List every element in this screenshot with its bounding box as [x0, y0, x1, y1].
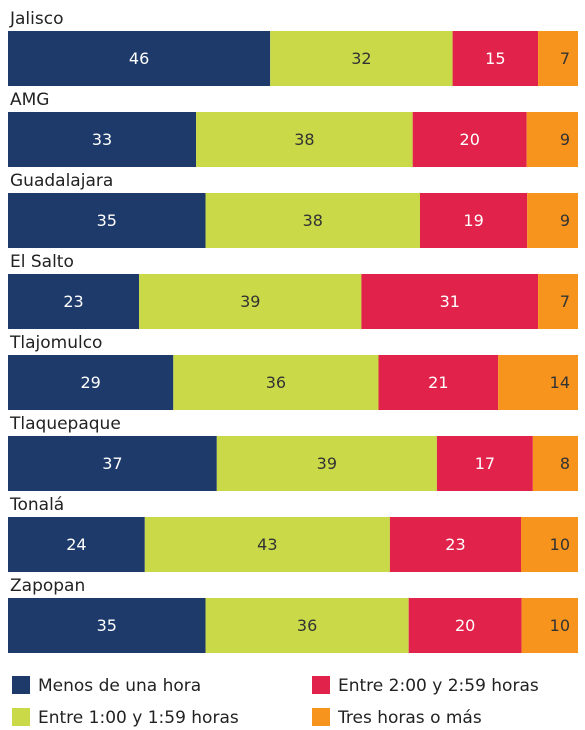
- legend-swatch: [12, 708, 30, 726]
- value-label: 31: [440, 292, 460, 311]
- value-label: 17: [475, 454, 495, 473]
- legend-swatch: [312, 676, 330, 694]
- bar-segment: [526, 112, 578, 167]
- bar-segment: [173, 355, 379, 410]
- legend-label: Entre 2:00 y 2:59 horas: [338, 676, 539, 696]
- bar-segment: [196, 112, 413, 167]
- bar-segment: [8, 517, 145, 572]
- bar-segment: [8, 193, 206, 248]
- category-label: AMG: [10, 90, 49, 110]
- value-label: 9: [560, 211, 570, 230]
- value-label: 9: [560, 130, 570, 149]
- legend-label: Tres horas o más: [337, 708, 482, 728]
- bar-segment: [8, 598, 206, 653]
- bar-segment: [361, 274, 539, 329]
- legend-label: Menos de una hora: [38, 676, 201, 696]
- value-label: 38: [303, 211, 323, 230]
- bar-segment: [527, 193, 578, 248]
- value-label: 19: [463, 211, 483, 230]
- category-label: El Salto: [10, 252, 74, 272]
- bar-segment: [378, 355, 499, 410]
- legend-swatch: [312, 708, 330, 726]
- value-label: 23: [63, 292, 83, 311]
- value-label: 33: [92, 130, 112, 149]
- bar-segment: [408, 598, 522, 653]
- bar-segment: [436, 436, 533, 491]
- bar-segment: [532, 436, 578, 491]
- bar-segment: [139, 274, 362, 329]
- bar-segment: [8, 112, 197, 167]
- value-label: 46: [129, 49, 149, 68]
- bar-segment: [8, 274, 140, 329]
- value-label: 20: [455, 616, 475, 635]
- category-label: Tlajomulco: [9, 333, 102, 353]
- value-label: 36: [266, 373, 286, 392]
- value-label: 36: [297, 616, 317, 635]
- value-label: 15: [485, 49, 505, 68]
- legend-swatch: [12, 676, 30, 694]
- value-label: 43: [257, 535, 277, 554]
- value-label: 7: [560, 292, 570, 311]
- bar-segment: [521, 598, 578, 653]
- value-label: 37: [102, 454, 122, 473]
- bar-segment: [538, 274, 578, 329]
- value-label: 14: [550, 373, 570, 392]
- value-label: 39: [240, 292, 260, 311]
- value-label: 24: [66, 535, 86, 554]
- bar-segment: [8, 31, 271, 86]
- value-label: 7: [560, 49, 570, 68]
- value-label: 35: [97, 616, 117, 635]
- category-label: Jalisco: [9, 9, 63, 29]
- bar-segment: [389, 517, 521, 572]
- value-label: 32: [351, 49, 371, 68]
- bar-segment: [205, 598, 409, 653]
- bar-segment: [412, 112, 527, 167]
- category-label: Tlaquepaque: [9, 414, 121, 434]
- bar-segment: [8, 355, 174, 410]
- value-label: 10: [550, 616, 570, 635]
- value-label: 29: [80, 373, 100, 392]
- bar-segment: [8, 436, 217, 491]
- value-label: 35: [97, 211, 117, 230]
- value-label: 23: [445, 535, 465, 554]
- value-label: 8: [560, 454, 570, 473]
- value-label: 10: [550, 535, 570, 554]
- value-label: 39: [317, 454, 337, 473]
- bar-segment: [270, 31, 453, 86]
- legend-label: Entre 1:00 y 1:59 horas: [38, 708, 239, 728]
- bar-segment: [538, 31, 578, 86]
- bar-segment: [521, 517, 578, 572]
- bar-segment: [205, 193, 420, 248]
- bar-segment: [452, 31, 539, 86]
- bar-segment: [216, 436, 437, 491]
- bar-segment: [144, 517, 390, 572]
- value-label: 38: [294, 130, 314, 149]
- category-label: Guadalajara: [10, 171, 113, 191]
- category-label: Tonalá: [9, 495, 64, 515]
- bar-segment: [419, 193, 528, 248]
- bar-segment: [498, 355, 578, 410]
- value-label: 20: [460, 130, 480, 149]
- category-label: Zapopan: [10, 576, 85, 596]
- value-label: 21: [428, 373, 448, 392]
